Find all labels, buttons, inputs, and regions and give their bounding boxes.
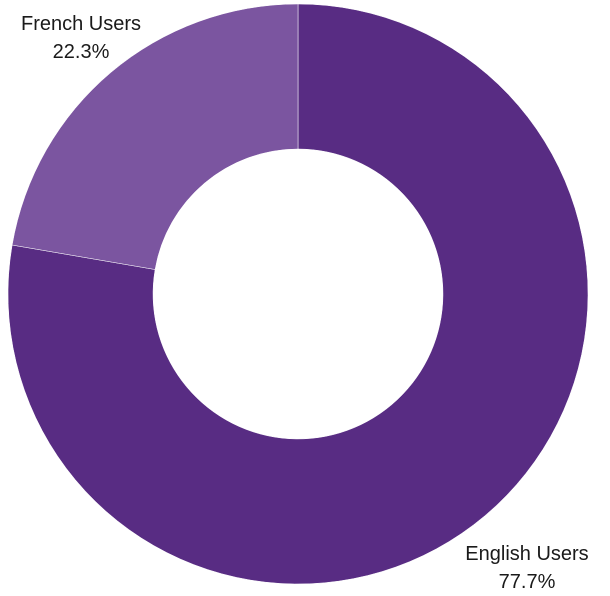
slice-english [7, 3, 589, 585]
slice-label-french: French Users 22.3% [21, 13, 141, 63]
slice-value-english: 77.7% [499, 571, 556, 593]
slice-value-french: 22.3% [53, 41, 110, 63]
slice-french [11, 3, 299, 270]
donut-slices [7, 3, 589, 585]
slice-name-english: English Users [465, 543, 588, 565]
slice-name-french: French Users [21, 13, 141, 35]
slice-label-english: English Users 77.7% [465, 543, 588, 593]
